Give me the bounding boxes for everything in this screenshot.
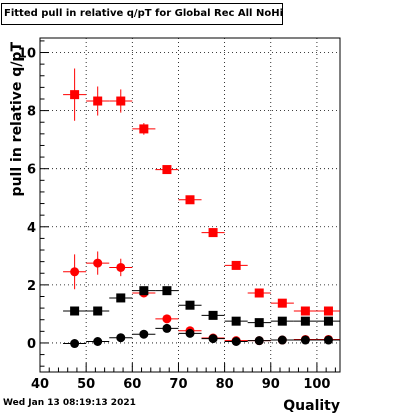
x-tick-label: 80 <box>216 377 234 392</box>
data-point-square <box>116 96 126 106</box>
data-point-circle <box>162 323 172 333</box>
data-point-square <box>208 310 218 320</box>
y-tick-label: 8 <box>27 105 36 120</box>
data-point-square <box>277 316 287 326</box>
x-tick-label: 90 <box>262 377 280 392</box>
plot-frame <box>39 37 341 373</box>
data-point-square <box>70 306 80 316</box>
data-point-square <box>162 165 172 175</box>
series-1 <box>63 68 340 316</box>
data-point-circle <box>93 258 103 268</box>
series-3 <box>63 286 340 328</box>
data-point-circle <box>93 337 103 347</box>
data-point-circle <box>254 336 264 346</box>
data-point-circle <box>300 335 310 345</box>
data-point-square <box>323 316 333 326</box>
x-tick-label: 50 <box>77 377 95 392</box>
grid-lines <box>40 38 340 372</box>
x-axis-label: Quality <box>283 398 340 414</box>
y-tick-label: 4 <box>27 221 36 236</box>
data-point-square <box>162 286 172 296</box>
chart-title: Fitted pull in relative q/pT for Global … <box>1 3 283 25</box>
data-point-square <box>93 306 103 316</box>
y-axis-label: pull in relative q/pT <box>9 42 25 197</box>
data-point-circle <box>116 333 126 343</box>
data-point-square <box>93 96 103 106</box>
data-point-square <box>231 316 241 326</box>
data-point-square <box>300 316 310 326</box>
data-point-square <box>139 286 149 296</box>
x-tick-label: 70 <box>169 377 187 392</box>
data-point-square <box>300 306 310 316</box>
axes: 40 50 60 70 80 90 100 0 2 4 6 8 10 <box>18 40 336 392</box>
data-point-circle <box>323 335 333 345</box>
y-tick-label: 10 <box>18 47 36 62</box>
y-tick-label: 2 <box>27 279 36 294</box>
data-point-square <box>185 300 195 310</box>
footer-timestamp: Wed Jan 13 08:19:13 2021 <box>3 398 136 408</box>
data-marks <box>63 68 340 349</box>
data-point-square <box>323 306 333 316</box>
data-point-square <box>116 293 126 303</box>
data-point-square <box>277 298 287 308</box>
data-point-circle <box>116 262 126 272</box>
data-point-square <box>254 318 264 328</box>
x-tick-label: 60 <box>123 377 141 392</box>
data-point-circle <box>277 335 287 345</box>
data-point-circle <box>162 314 172 324</box>
data-point-square <box>254 288 264 298</box>
data-point-circle <box>208 334 218 344</box>
data-point-square <box>185 195 195 205</box>
data-point-circle <box>139 329 149 339</box>
data-point-square <box>70 90 80 100</box>
series-4 <box>63 323 340 349</box>
x-tick-label: 100 <box>303 377 330 392</box>
data-point-circle <box>70 339 80 349</box>
x-tick-label: 40 <box>31 377 49 392</box>
data-point-square <box>231 260 241 270</box>
series-2 <box>63 251 340 346</box>
data-point-circle <box>185 328 195 338</box>
data-point-circle <box>231 337 241 347</box>
data-point-circle <box>70 267 80 277</box>
data-point-square <box>139 124 149 134</box>
data-point-square <box>208 228 218 238</box>
y-tick-label: 6 <box>27 163 36 178</box>
y-tick-label: 0 <box>27 337 36 352</box>
